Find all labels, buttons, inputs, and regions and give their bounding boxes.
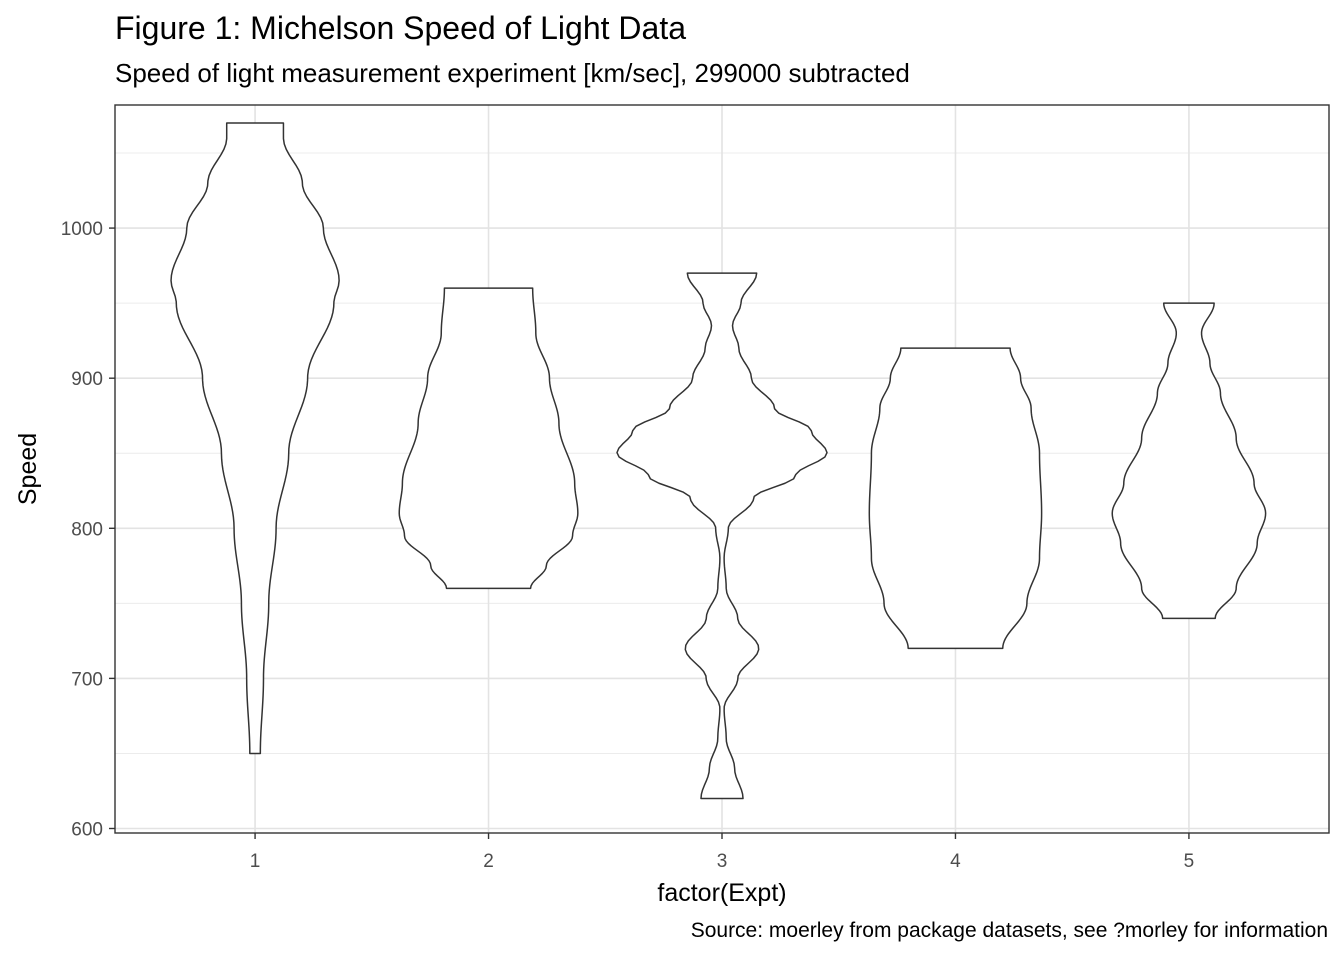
violins bbox=[170, 122, 1267, 800]
y-axis-title: Speed bbox=[14, 433, 42, 505]
x-tick-label: 1 bbox=[250, 851, 261, 872]
violin-5 bbox=[1111, 302, 1267, 620]
y-tick-label: 900 bbox=[71, 369, 103, 390]
violin-4 bbox=[868, 347, 1043, 650]
x-tick-label: 5 bbox=[1184, 851, 1195, 872]
tick-labels: 600 700 800 900 1000 1 2 3 4 5 bbox=[61, 219, 1194, 872]
x-tick-label: 4 bbox=[950, 851, 961, 872]
chart-subtitle: Speed of light measurement experiment [k… bbox=[115, 58, 910, 88]
y-tick-label: 800 bbox=[71, 519, 103, 540]
chart-caption: Source: moerley from package datasets, s… bbox=[690, 919, 1328, 942]
y-tick-label: 1000 bbox=[61, 219, 103, 240]
y-tick-label: 600 bbox=[71, 819, 103, 840]
axis-ticks bbox=[109, 227, 1190, 839]
y-tick-label: 700 bbox=[71, 669, 103, 690]
violin-1 bbox=[170, 122, 340, 755]
x-axis-title: factor(Expt) bbox=[657, 879, 786, 907]
x-tick-label: 3 bbox=[717, 851, 728, 872]
chart-title: Figure 1: Michelson Speed of Light Data bbox=[115, 10, 686, 46]
violin-3 bbox=[616, 272, 828, 800]
violin-2 bbox=[398, 287, 579, 590]
x-tick-label: 2 bbox=[483, 851, 494, 872]
